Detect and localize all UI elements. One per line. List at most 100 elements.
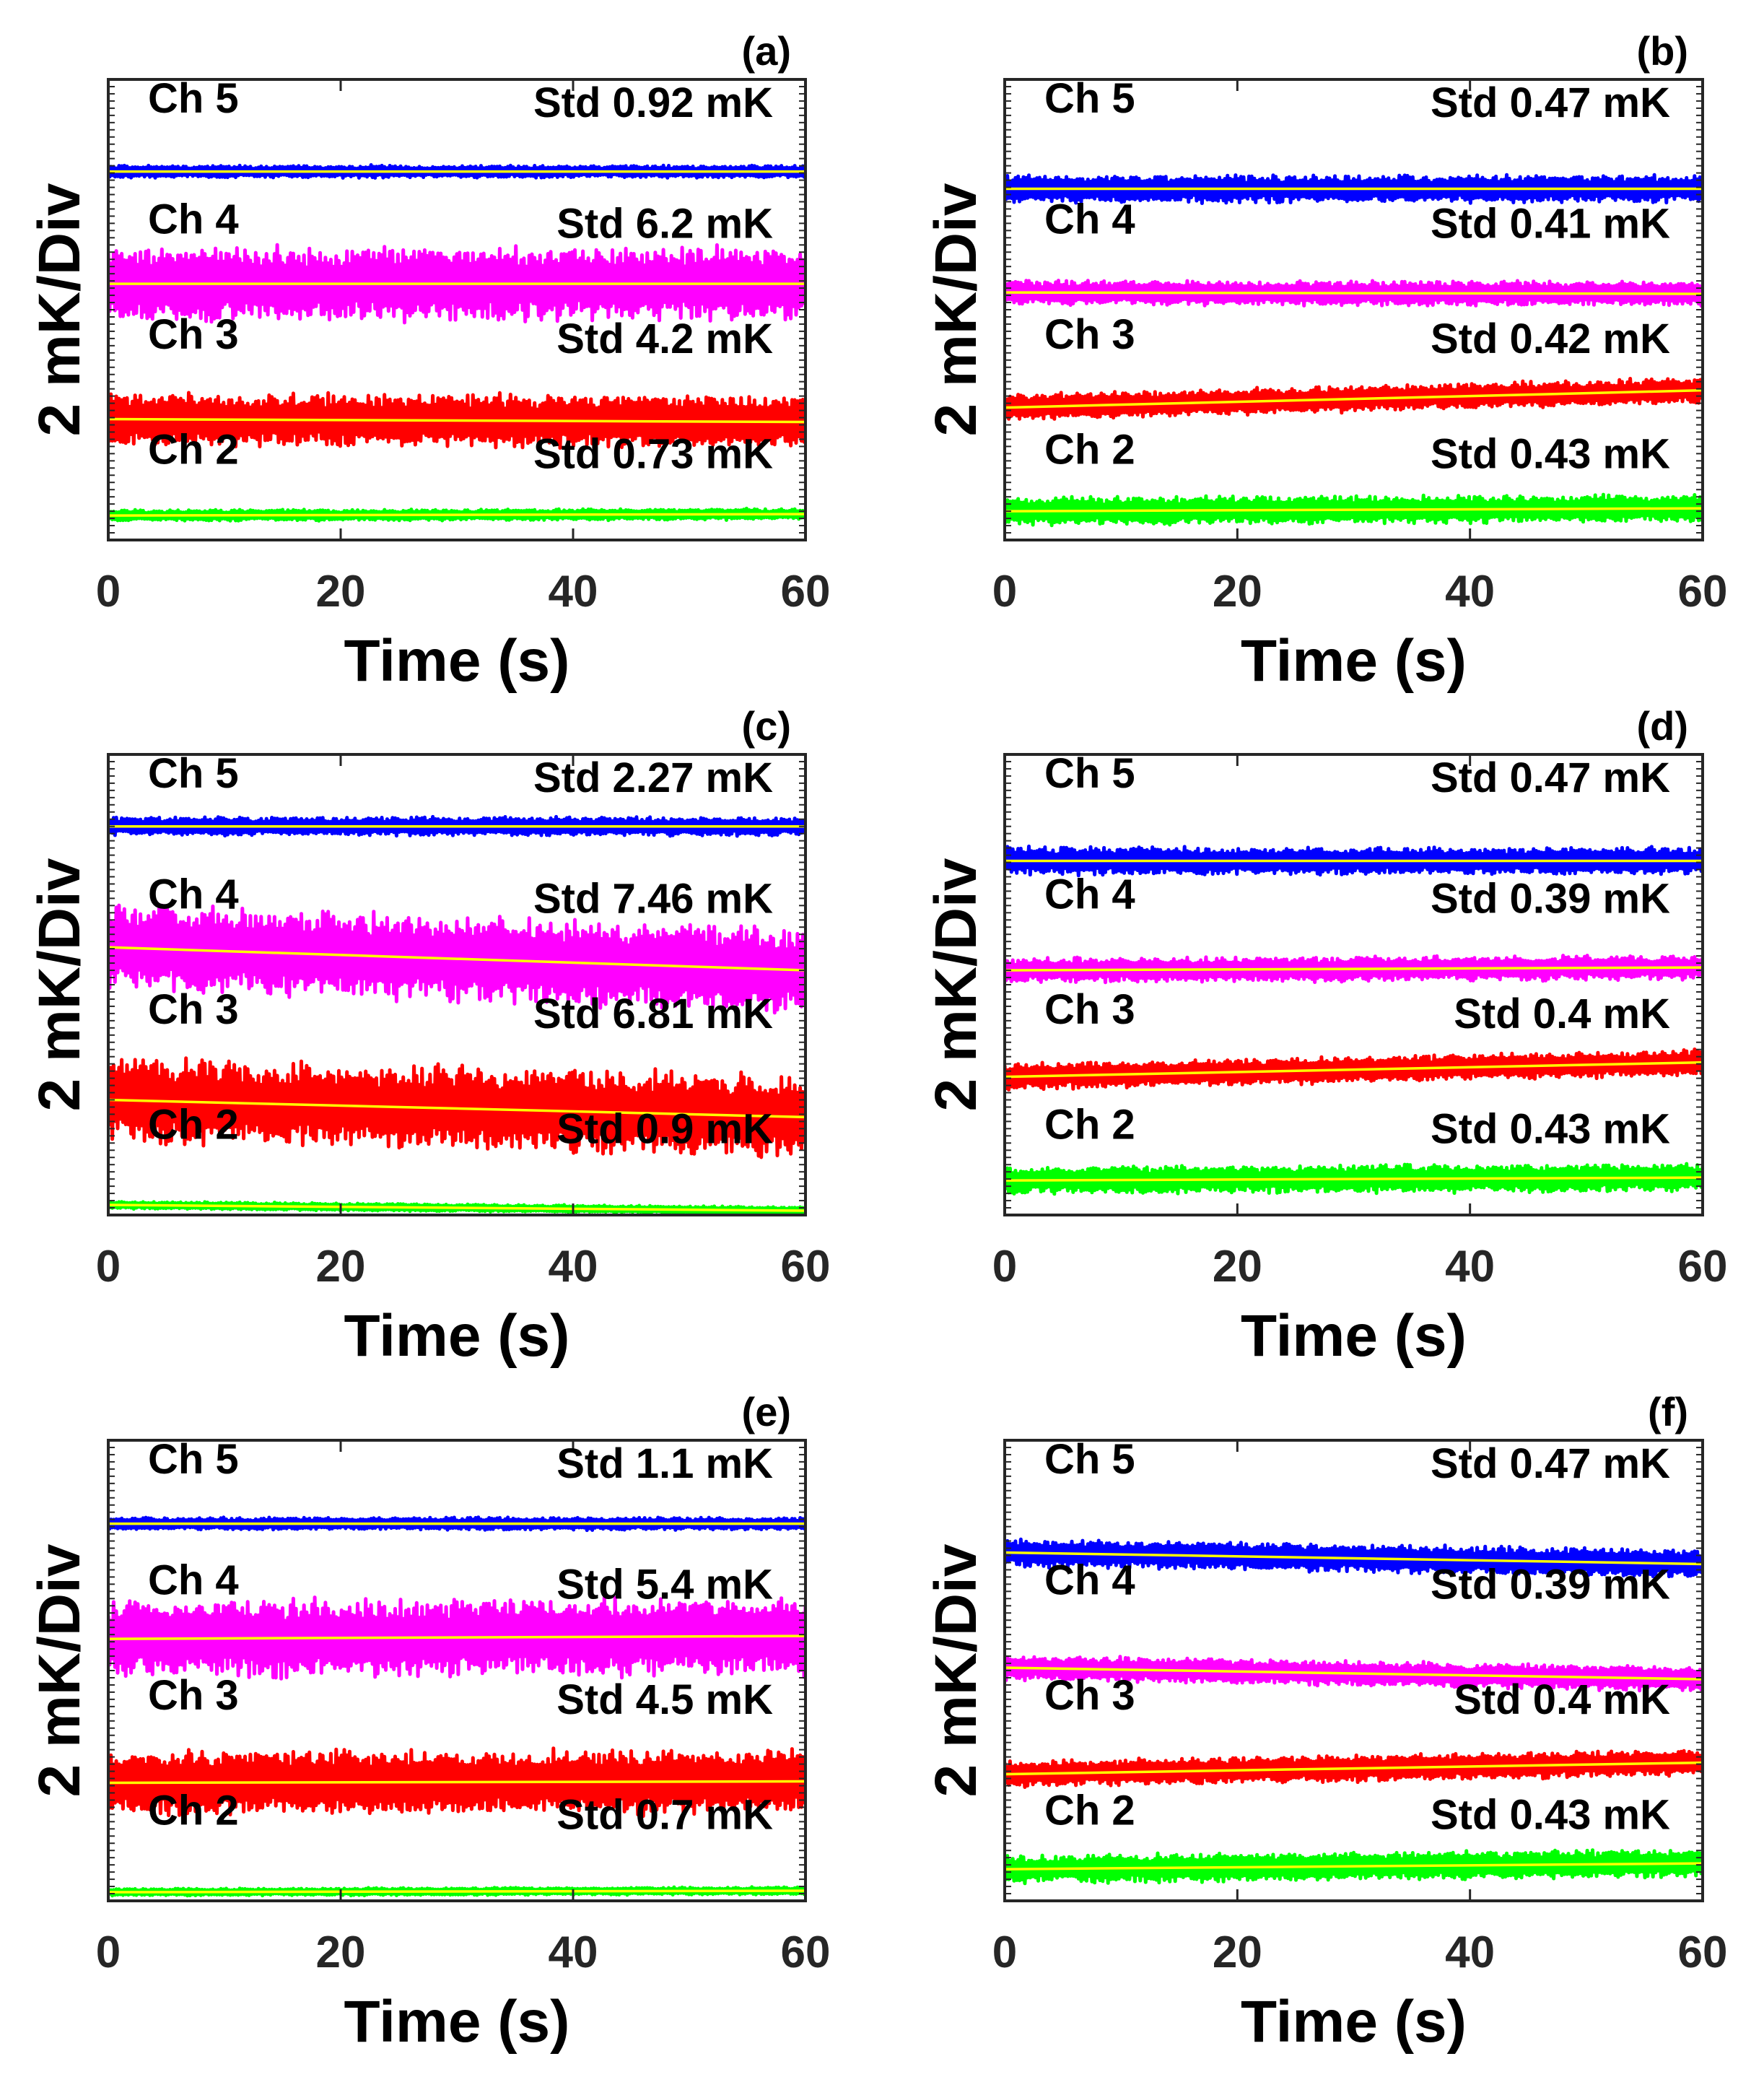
series-ch5-name-label: Ch 5 (148, 75, 239, 122)
series-ch3-trace (108, 391, 805, 450)
x-tick-label: 20 (316, 1242, 366, 1292)
x-axis-label: Time (s) (1241, 1989, 1467, 2055)
series-ch2-trace (1005, 492, 1703, 528)
y-axis-label: 2 mK/Div (923, 183, 989, 436)
panel-label: (e) (742, 1389, 791, 1434)
series-ch2-trend-line (1005, 507, 1703, 513)
series-ch4-name-label: Ch 4 (148, 871, 239, 918)
series-ch4-std-label: Std 5.4 mK (556, 1561, 773, 1608)
x-tick-label: 40 (1445, 1928, 1495, 1977)
series-ch4-std-label: Std 7.46 mK (533, 875, 773, 922)
x-tick-label: 0 (992, 1242, 1017, 1292)
series-ch2-std-label: Std 0.7 mK (556, 1791, 773, 1838)
series-ch5-std-label: Std 0.47 mK (1431, 79, 1670, 126)
panel-c-traces (108, 814, 805, 1215)
series-ch5-std-label: Std 1.1 mK (556, 1440, 773, 1487)
series-ch4-name-label: Ch 4 (1044, 196, 1135, 243)
series-ch5-std-label: Std 0.92 mK (533, 79, 773, 126)
x-tick-label: 20 (1213, 1242, 1262, 1292)
series-ch3-name-label: Ch 3 (148, 1672, 239, 1719)
series-ch2-std-label: Std 0.73 mK (533, 430, 773, 477)
panel-label: (c) (742, 703, 791, 749)
series-ch5-trace (1005, 844, 1703, 878)
series-ch5-name-label: Ch 5 (1044, 1436, 1135, 1483)
panel-f-traces (1005, 1537, 1703, 1886)
series-ch4-std-label: Std 0.39 mK (1431, 1561, 1670, 1608)
series-ch4-std-label: Std 6.2 mK (556, 200, 773, 247)
series-ch4-trend-line (108, 946, 805, 972)
series-ch4-name-label: Ch 4 (148, 1556, 239, 1603)
panel-d-traces (1005, 844, 1703, 1196)
panel-a: 0 20 40 60 Time (s) 2 mK/Div (a) Ch 5 Std 0.92 m… (27, 28, 830, 694)
series-ch2-trace (1005, 1162, 1703, 1196)
series-ch4-name-label: Ch 4 (1044, 1556, 1135, 1603)
x-tick-label: 40 (1445, 1242, 1495, 1292)
series-ch4-name-label: Ch 4 (148, 196, 239, 243)
series-ch5-trend-line (1005, 1551, 1703, 1566)
series-ch3-name-label: Ch 3 (148, 311, 239, 358)
series-ch3-std-label: Std 0.4 mK (1454, 1676, 1670, 1723)
series-ch3-trace (1005, 1048, 1703, 1092)
series-ch3-trend-line (1005, 1061, 1703, 1079)
series-ch2-trend-line (1005, 1176, 1703, 1182)
series-ch5-trace (108, 163, 805, 180)
series-ch2-trend-line (1005, 1862, 1703, 1871)
series-ch2-std-label: Std 0.43 mK (1431, 1791, 1670, 1838)
series-ch2-std-label: Std 0.9 mK (556, 1105, 773, 1152)
series-ch3-trace (1005, 377, 1703, 421)
x-axis-label: Time (s) (344, 1303, 570, 1369)
series-ch4-trend-line (1005, 1666, 1703, 1681)
series-ch2-name-label: Ch 2 (1044, 1101, 1135, 1148)
panel-f-edge-ticks (1005, 1446, 1703, 1895)
series-ch3-trend-line (1005, 1761, 1703, 1776)
y-axis-label: 2 mK/Div (27, 183, 92, 436)
series-ch3-std-label: Std 4.5 mK (556, 1676, 773, 1723)
series-ch2-std-label: Std 0.43 mK (1431, 430, 1670, 477)
series-ch4-trend-line (1005, 291, 1703, 295)
panel-label: (d) (1636, 703, 1688, 749)
x-tick-label: 60 (781, 1928, 831, 1977)
panel-d: 0 20 40 60 Time (s) 2 mK/Div (d) Ch 5 Std 0.47 m… (923, 703, 1727, 1369)
panel-b-traces (1005, 173, 1703, 528)
x-tick-label: 0 (992, 1928, 1017, 1977)
series-ch4-std-label: Std 0.39 mK (1431, 875, 1670, 922)
series-ch2-trace (1005, 1848, 1703, 1886)
x-tick-label: 60 (781, 1242, 831, 1292)
panel-label: (f) (1648, 1389, 1688, 1434)
x-tick-label: 0 (96, 1242, 121, 1292)
x-tick-label: 20 (1213, 567, 1262, 617)
panel-c-edge-ticks (108, 760, 805, 1209)
panel-c: 0 20 40 60 Time (s) 2 mK/Div (c) Ch 5 Std 2.27 m… (27, 703, 830, 1369)
panel-e: 0 20 40 60 Time (s) 2 mK/Div (e) Ch 5 Std 1.1 mK… (27, 1389, 830, 2055)
series-ch5-std-label: Std 2.27 mK (533, 754, 773, 801)
series-ch3-trend-line (108, 1098, 805, 1119)
x-axis-label: Time (s) (344, 1989, 570, 2055)
panel-label: (a) (742, 28, 791, 74)
x-tick-label: 0 (96, 567, 121, 617)
series-ch3-trace (108, 1746, 805, 1819)
series-ch4-trace (108, 243, 805, 325)
series-ch2-std-label: Std 0.43 mK (1431, 1105, 1670, 1152)
series-ch4-trace (108, 1595, 805, 1681)
y-axis-label: 2 mK/Div (27, 1543, 92, 1797)
panel-a-edge-ticks (108, 85, 805, 534)
series-ch5-name-label: Ch 5 (148, 1436, 239, 1483)
series-ch5-name-label: Ch 5 (148, 750, 239, 797)
panel-a-traces (108, 163, 805, 523)
x-tick-label: 20 (1213, 1928, 1262, 1977)
x-tick-label: 40 (1445, 567, 1495, 617)
x-tick-label: 40 (549, 1928, 598, 1977)
panel-d-edge-ticks (1005, 760, 1703, 1209)
series-ch4-trend-line (108, 1634, 805, 1640)
series-ch5-std-label: Std 0.47 mK (1431, 754, 1670, 801)
series-ch2-trend-line (108, 513, 805, 517)
x-axis-label: Time (s) (1241, 1303, 1467, 1369)
series-ch5-name-label: Ch 5 (1044, 750, 1135, 797)
series-ch3-std-label: Std 0.4 mK (1454, 990, 1670, 1037)
x-axis-label: Time (s) (1241, 628, 1467, 694)
series-ch5-trace (1005, 1537, 1703, 1579)
y-axis-label: 2 mK/Div (27, 858, 92, 1111)
series-ch2-name-label: Ch 2 (148, 1101, 239, 1148)
x-tick-label: 60 (1678, 567, 1728, 617)
series-ch2-name-label: Ch 2 (1044, 1787, 1135, 1834)
